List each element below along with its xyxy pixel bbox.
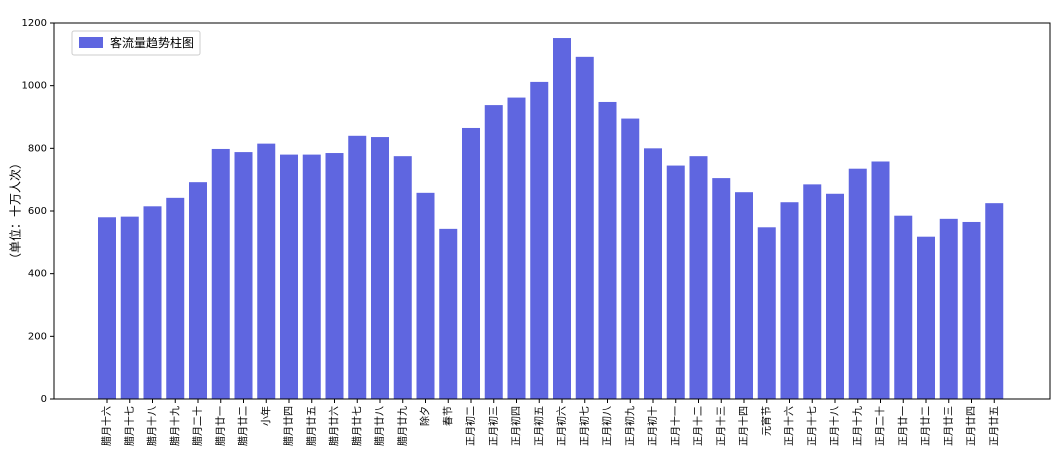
bar [371,137,389,399]
x-tick-label: 正月十九 [851,406,864,446]
bar [917,236,935,399]
bar [803,184,822,399]
bar [234,152,253,399]
bar [666,165,685,399]
x-tick-label: 正月初六 [555,406,568,446]
x-tick-label: 正月初四 [510,406,523,446]
x-tick-label: 腊月廿八 [374,406,386,446]
bar [871,161,890,399]
bar [462,127,480,399]
bar [280,154,298,399]
x-tick-label: 腊月廿五 [306,406,318,446]
x-tick-label: 正月初八 [601,406,614,446]
y-tick-label: 400 [28,269,47,280]
x-tick-label: 正月初三 [487,406,500,446]
x-tick-label: 腊月十六 [100,406,113,446]
bar [302,154,321,399]
bar [894,215,913,399]
bar [98,217,116,399]
x-tick-label: 正月初十 [646,406,659,446]
x-tick-label: 腊月二十 [191,406,204,446]
x-tick-label: 正月初五 [532,406,545,446]
bar [530,81,549,399]
x-tick-label: 正月十三 [714,406,727,446]
x-tick-label: 正月廿三 [943,406,955,446]
bar [439,228,458,399]
bar [120,216,139,399]
bar [257,143,276,399]
y-tick-label: 600 [28,206,47,217]
x-tick-label: 正月初二 [464,406,477,446]
x-tick-label: 腊月廿九 [397,406,409,446]
bar [507,97,526,399]
y-tick-label: 1200 [22,18,47,29]
bar [962,221,981,399]
y-tick-label: 1000 [22,81,47,92]
bar [211,148,230,399]
y-axis-label: （单位：十万人次） [8,157,23,265]
x-tick-label: 正月初七 [578,406,591,446]
legend-swatch [79,37,103,48]
x-tick-label: 小年 [259,406,272,426]
x-tick-label: 春节 [442,406,454,426]
bar [621,118,640,400]
x-tick-label: 腊月廿四 [283,406,295,446]
x-tick-label: 正月十一 [669,406,682,446]
x-tick-label: 正月十八 [828,406,841,446]
bar [735,192,753,399]
x-tick-label: 正月廿二 [920,406,932,446]
x-tick-label: 正月廿一 [897,406,909,446]
legend-label: 客流量趋势柱图 [110,35,194,50]
y-tick-label: 0 [41,394,47,405]
x-tick-label: 腊月廿二 [238,406,250,446]
x-tick-label: 正月廿五 [988,406,1000,446]
bar [644,148,662,399]
bar [780,202,799,399]
x-tick-label: 正月十四 [737,406,750,446]
bar [553,38,571,399]
bar [484,105,503,400]
bar [826,193,844,399]
x-tick-label: 正月初九 [623,406,636,446]
bar [166,197,185,399]
x-tick-label: 正月十六 [783,406,796,446]
bar [416,192,435,399]
bars-group [98,38,1004,400]
x-tick-label: 腊月廿七 [351,406,363,446]
x-tick-label: 除夕 [419,406,432,426]
x-tick-label: 正月二十 [874,406,887,446]
x-tick-label: 腊月十九 [168,406,181,446]
x-tick-label: 元宵节 [760,406,773,436]
legend: 客流量趋势柱图 [71,30,201,56]
bar [189,182,207,399]
legend-box [71,30,201,56]
x-tick-label: 腊月廿一 [215,406,227,446]
bar [325,153,344,399]
y-axis: 0 200 400 600 800 1000 1200 [22,18,54,405]
y-tick-label: 200 [28,331,47,342]
bar [712,178,731,399]
bar [689,156,708,399]
x-tick-label: 腊月十八 [146,406,159,446]
bar [757,227,776,399]
x-axis: 腊月十六 腊月十七 腊月十八 腊月十九 腊月二十 腊月廿一 腊月廿二 小年 腊月廿四 腊月廿五 腊月… [100,399,1000,446]
bar [393,156,412,399]
bar [848,168,867,399]
bar [939,218,958,399]
x-tick-label: 正月廿四 [966,406,978,446]
bar [598,101,617,400]
x-tick-label: 腊月十七 [123,406,136,446]
x-tick-label: 正月十二 [692,406,705,446]
bar [575,56,594,400]
y-tick-label: 800 [28,143,47,154]
bar [143,206,162,399]
x-tick-label: 正月十七 [805,406,818,446]
bar [985,203,1004,399]
bar [348,135,367,400]
x-tick-label: 腊月廿六 [329,406,341,446]
